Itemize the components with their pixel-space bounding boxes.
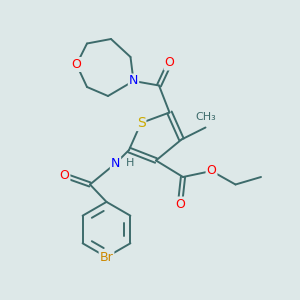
Text: Br: Br xyxy=(100,250,113,264)
Text: O: O xyxy=(207,164,216,178)
Text: O: O xyxy=(60,169,69,182)
Text: O: O xyxy=(72,58,81,71)
Text: N: N xyxy=(111,157,120,170)
Text: S: S xyxy=(136,116,146,130)
Text: O: O xyxy=(165,56,174,70)
Text: CH₃: CH₃ xyxy=(195,112,216,122)
Text: N: N xyxy=(129,74,138,88)
Text: O: O xyxy=(175,197,185,211)
Text: H: H xyxy=(126,158,134,169)
